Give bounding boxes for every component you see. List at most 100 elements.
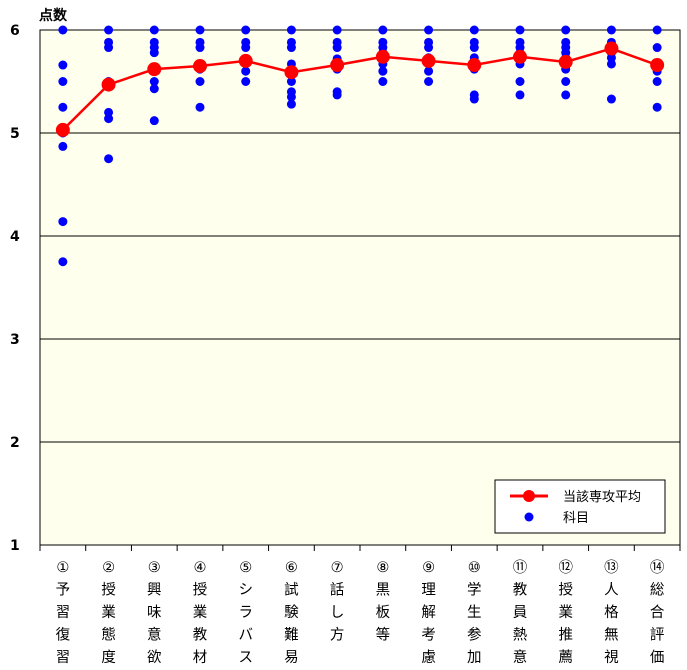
- subject-point: [58, 141, 68, 151]
- average-point: [284, 65, 299, 80]
- subject-points: [58, 25, 662, 267]
- subject-point: [58, 77, 68, 86]
- subject-point: [469, 25, 479, 35]
- category-label: ⑫ 授業推薦: [558, 559, 573, 666]
- y-tick-label: 2: [10, 435, 20, 451]
- average-point: [650, 58, 665, 73]
- subject-point: [195, 77, 205, 86]
- subject-point: [652, 102, 662, 112]
- subject-point: [286, 43, 296, 53]
- subject-point: [469, 43, 479, 53]
- y-tick-label: 6: [10, 23, 20, 39]
- subject-point: [149, 48, 159, 58]
- y-tick-label: 1: [10, 538, 20, 554]
- category-label: ⑨ 理解考慮: [421, 560, 436, 666]
- average-point: [101, 77, 116, 92]
- category-label: ② 授業態度: [101, 560, 116, 666]
- subject-point: [561, 25, 571, 35]
- subject-point: [561, 90, 571, 100]
- legend-box: [494, 479, 666, 534]
- category-label: ⑪ 教員熱意: [513, 559, 528, 666]
- average-point: [55, 122, 70, 137]
- subject-point: [104, 154, 114, 164]
- average-point: [467, 58, 482, 73]
- y-axis-label: 点数: [39, 7, 68, 24]
- average-point: [513, 49, 527, 64]
- subject-point: [652, 43, 662, 53]
- subject-point: [378, 25, 388, 35]
- subject-point: [424, 77, 434, 86]
- subject-point: [195, 43, 205, 53]
- subject-point: [652, 77, 662, 86]
- category-label: ③ 興味意欲: [147, 560, 162, 666]
- subject-point: [424, 66, 434, 76]
- average-line-path: [61, 47, 658, 131]
- category-label: ⑦ 話し方: [330, 560, 345, 644]
- subject-point: [469, 94, 479, 104]
- legend-subject-label: 科目: [563, 511, 589, 526]
- subject-point: [606, 59, 616, 69]
- subject-point: [241, 77, 251, 86]
- subject-point: [332, 25, 342, 35]
- subject-point: [378, 77, 388, 86]
- subject-point: [58, 257, 68, 267]
- category-label: ① 予習復習: [56, 560, 71, 666]
- average-point: [330, 58, 345, 73]
- subject-point: [195, 25, 205, 35]
- subject-point: [241, 25, 251, 35]
- subject-point: [149, 77, 159, 86]
- subject-point: [561, 77, 571, 86]
- subject-point: [515, 77, 525, 86]
- plot-area: [39, 29, 681, 546]
- average-point: [193, 59, 207, 74]
- x-axis-ticks: [39, 545, 681, 551]
- subject-point: [424, 25, 434, 35]
- subject-point: [58, 25, 68, 35]
- subject-point: [104, 107, 114, 117]
- legend-points-marker: [524, 512, 534, 522]
- subject-point: [332, 90, 342, 100]
- average-point: [375, 49, 390, 64]
- subject-point: [149, 25, 159, 35]
- average-line: [55, 41, 665, 137]
- subject-point: [241, 66, 251, 76]
- subject-point: [104, 43, 114, 53]
- subject-point: [606, 94, 616, 104]
- legend-line-marker: [523, 490, 535, 502]
- category-label: ⑩ 学生参加: [467, 560, 482, 666]
- subject-point: [606, 53, 616, 63]
- subject-point: [58, 60, 68, 70]
- y-tick-label: 3: [10, 332, 20, 348]
- subject-point: [424, 43, 434, 53]
- subject-point: [58, 217, 68, 227]
- category-label: ⑭ 総合評価: [650, 559, 665, 666]
- subject-point: [378, 66, 388, 76]
- subject-point: [195, 102, 205, 112]
- subject-point: [515, 25, 525, 35]
- y-tick-label: 5: [10, 126, 20, 142]
- average-point: [147, 62, 162, 77]
- category-label: ⑤ シラバス: [238, 560, 253, 666]
- subject-point: [149, 116, 159, 126]
- subject-point: [149, 84, 159, 94]
- category-label: ④ 授業教材: [193, 560, 208, 666]
- y-tick-label: 4: [10, 229, 20, 245]
- legend-average-label: 当該専攻平均: [563, 489, 641, 505]
- category-label: ⑧ 黒板等: [376, 560, 391, 644]
- category-labels: ① 予習復習 ② 授業態度 ③ 興味意欲 ④ 授業教材 ⑤ シラバス ⑥ 試験難易 ⑦ 話し方 ⑧ 黒板等 ⑨ 理…: [56, 559, 665, 666]
- subject-point: [286, 99, 296, 109]
- subject-point: [286, 25, 296, 35]
- grid-lines: [40, 132, 680, 443]
- subject-point: [652, 25, 662, 35]
- category-label: ⑥ 試験難易: [284, 560, 299, 666]
- subject-point: [332, 43, 342, 53]
- subject-point: [286, 77, 296, 86]
- legend: 当該専攻平均 科目: [494, 479, 666, 534]
- subject-point: [241, 43, 251, 53]
- subject-point: [515, 90, 525, 100]
- average-point: [421, 53, 436, 68]
- average-point: [238, 53, 253, 68]
- subject-point: [606, 25, 616, 35]
